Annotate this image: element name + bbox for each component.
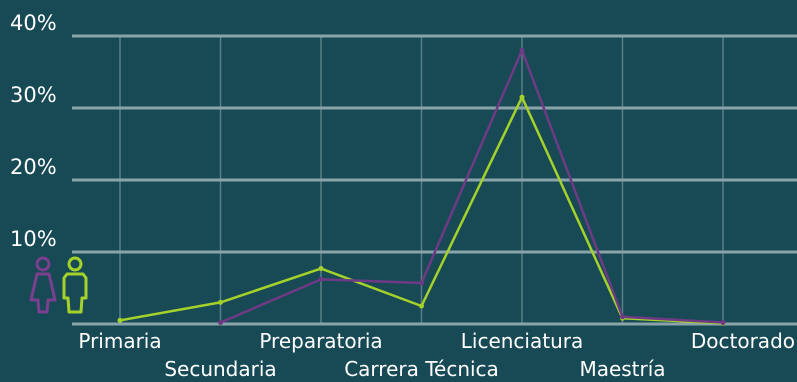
- series-point: [519, 94, 525, 100]
- female-person-icon: [29, 256, 57, 314]
- series-point: [419, 303, 424, 309]
- y-tick-label: 20%: [10, 155, 57, 179]
- series-point: [117, 317, 123, 323]
- y-tick-label: 40%: [10, 11, 57, 35]
- x-category-label: Secundaria: [164, 357, 276, 381]
- series-point: [620, 314, 625, 320]
- series-point: [720, 320, 726, 326]
- x-category-label: Preparatoria: [259, 329, 382, 353]
- horizontal-gridlines: [72, 34, 797, 326]
- series-point: [519, 47, 525, 53]
- series-point: [419, 280, 424, 286]
- x-category-label: Carrera Técnica: [344, 357, 499, 381]
- series-line: [220, 49, 724, 324]
- x-category-label: Doctorado: [691, 329, 795, 353]
- x-category-label: Licenciatura: [461, 329, 583, 353]
- x-category-label: Primaria: [78, 329, 161, 353]
- y-axis-tick-labels: 10% 20% 30% 40%: [10, 11, 57, 251]
- y-tick-label: 10%: [10, 227, 57, 251]
- series-point: [218, 299, 223, 305]
- x-category-label: Maestría: [579, 357, 665, 381]
- y-tick-label: 30%: [10, 83, 57, 107]
- series-points: [117, 47, 726, 326]
- male-person-icon: [62, 256, 88, 314]
- series-point: [218, 320, 223, 326]
- series-point: [318, 266, 324, 272]
- series-point: [318, 276, 324, 282]
